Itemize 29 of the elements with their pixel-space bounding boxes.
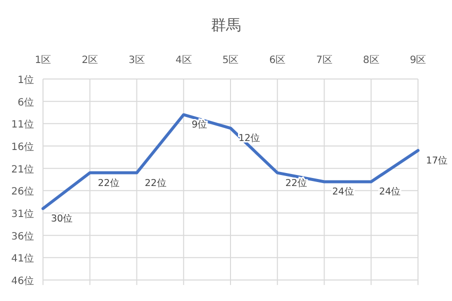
data-label: 24位 (379, 186, 402, 198)
data-label: 30位 (51, 212, 74, 225)
chart-title: 群馬 (211, 16, 241, 34)
data-label: 22位 (98, 176, 120, 189)
x-tick-label: 7区 (316, 55, 332, 66)
x-tick-label: 3区 (128, 55, 145, 66)
data-label: 22位 (285, 176, 308, 189)
y-tick-label: 6位 (18, 96, 34, 108)
y-tick-label: 31位 (11, 208, 34, 220)
y-tick-label: 1位 (18, 74, 34, 86)
x-tick-label: 2区 (82, 55, 98, 66)
x-tick-label: 9区 (410, 55, 426, 66)
y-tick-label: 21位 (11, 163, 34, 176)
y-tick-label: 46位 (11, 275, 34, 287)
data-label: 9位 (192, 118, 208, 131)
x-tick-label: 5区 (222, 55, 239, 66)
data-label: 22位 (144, 176, 167, 189)
x-tick-label: 1区 (34, 55, 52, 66)
y-tick-label: 41位 (11, 252, 34, 265)
x-tick-label: 4区 (175, 55, 192, 66)
data-label: 17位 (426, 154, 448, 166)
y-tick-label: 16位 (11, 141, 34, 153)
data-label: 24位 (332, 186, 354, 198)
y-tick-label: 11位 (11, 118, 34, 131)
y-tick-label: 36位 (11, 230, 34, 242)
line-series (42, 113, 420, 210)
x-tick-label: 6区 (269, 55, 286, 66)
y-tick-label: 26位 (11, 186, 34, 198)
x-tick-label: 8区 (362, 55, 380, 66)
